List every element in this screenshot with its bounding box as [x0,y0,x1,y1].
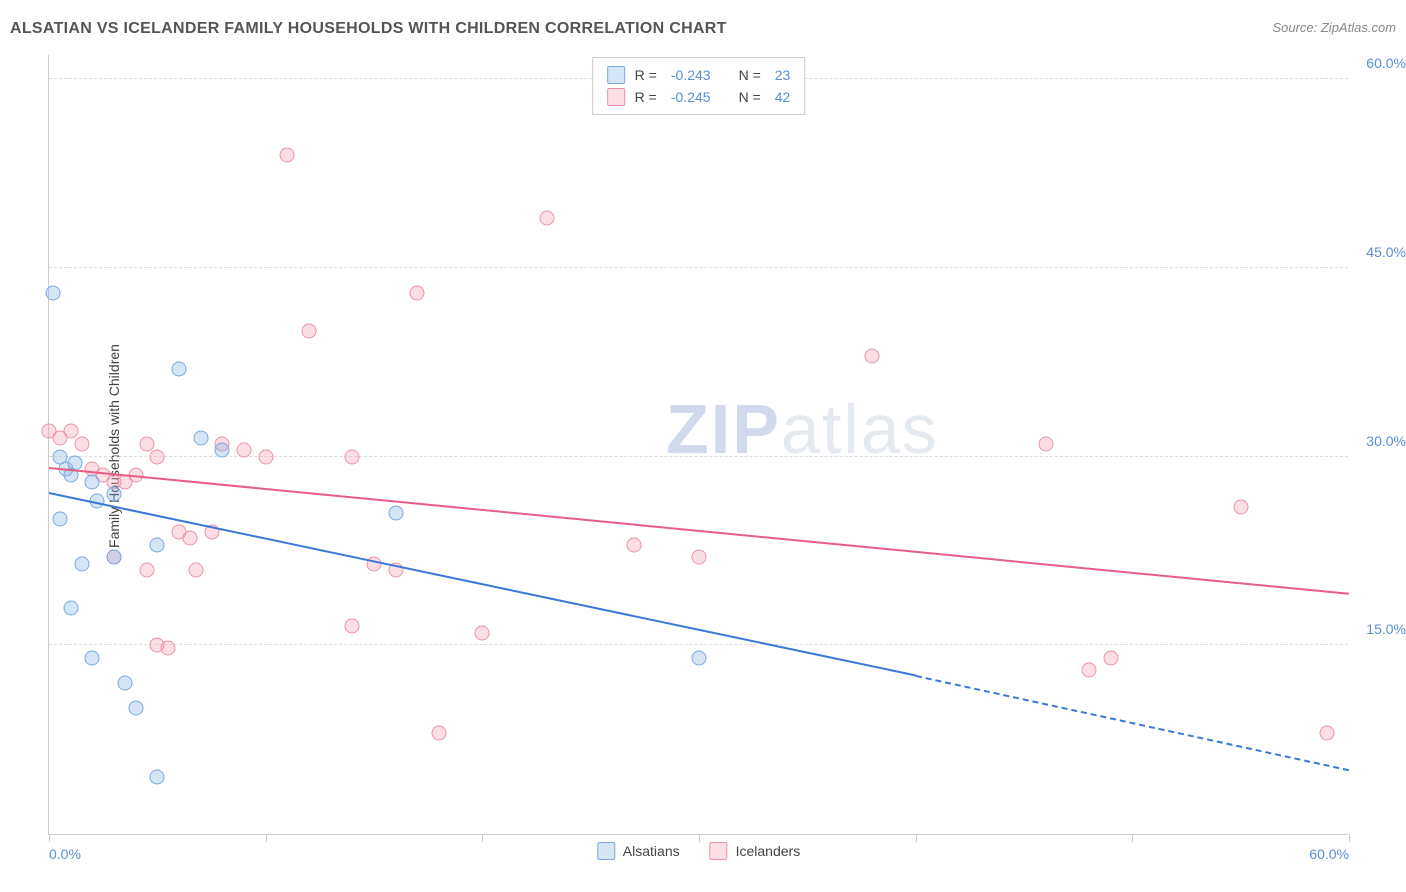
data-point-icelanders [1320,726,1335,741]
data-point-alsatians [52,512,67,527]
data-point-alsatians [128,701,143,716]
data-point-icelanders [302,323,317,338]
n-value-alsatians: 23 [775,67,791,83]
trend-line [49,492,916,676]
data-point-alsatians [117,676,132,691]
legend-item-icelanders: Icelanders [710,842,801,860]
x-tick [482,834,483,842]
swatch-icelanders [607,88,625,106]
scatter-chart: ZIPatlas R =-0.243 N =23 R =-0.245 N =42… [48,55,1348,835]
data-point-icelanders [150,449,165,464]
x-tick-label: 0.0% [49,846,81,862]
legend-row-icelanders: R =-0.245 N =42 [607,86,791,108]
swatch-alsatians [607,66,625,84]
data-point-alsatians [74,556,89,571]
data-point-alsatians [107,487,122,502]
data-point-icelanders [692,550,707,565]
y-tick-label: 45.0% [1366,244,1406,260]
legend-label-icelanders: Icelanders [736,843,801,859]
n-value-icelanders: 42 [775,89,791,105]
r-value-alsatians: -0.243 [671,67,711,83]
y-tick-label: 15.0% [1366,621,1406,637]
data-point-icelanders [63,424,78,439]
x-tick [266,834,267,842]
data-point-icelanders [1038,437,1053,452]
data-point-icelanders [237,443,252,458]
data-point-icelanders [475,625,490,640]
data-point-icelanders [627,537,642,552]
data-point-icelanders [865,348,880,363]
data-point-icelanders [139,562,154,577]
data-point-icelanders [182,531,197,546]
data-point-alsatians [63,600,78,615]
data-point-icelanders [1103,650,1118,665]
data-point-icelanders [139,437,154,452]
trend-line [49,467,1349,595]
legend-label-alsatians: Alsatians [623,843,680,859]
data-point-alsatians [388,506,403,521]
data-point-icelanders [280,147,295,162]
data-point-icelanders [432,726,447,741]
y-tick-label: 30.0% [1366,433,1406,449]
x-tick [49,834,50,842]
data-point-icelanders [410,286,425,301]
data-point-alsatians [150,770,165,785]
x-tick [916,834,917,842]
x-tick [1349,834,1350,842]
source-attribution: Source: ZipAtlas.com [1272,20,1396,35]
y-tick-label: 60.0% [1366,55,1406,71]
data-point-alsatians [85,650,100,665]
data-point-icelanders [74,437,89,452]
data-point-icelanders [189,562,204,577]
gridline [49,267,1348,268]
legend-row-alsatians: R =-0.243 N =23 [607,64,791,86]
x-tick [1132,834,1133,842]
data-point-icelanders [1082,663,1097,678]
data-point-icelanders [345,449,360,464]
correlation-legend: R =-0.243 N =23 R =-0.245 N =42 [592,57,806,115]
legend-item-alsatians: Alsatians [597,842,680,860]
data-point-alsatians [85,474,100,489]
data-point-icelanders [258,449,273,464]
data-point-icelanders [345,619,360,634]
data-point-alsatians [150,537,165,552]
trend-line [915,675,1349,771]
data-point-icelanders [1233,499,1248,514]
data-point-alsatians [215,443,230,458]
r-value-icelanders: -0.245 [671,89,711,105]
x-tick-label: 60.0% [1309,846,1349,862]
series-legend: Alsatians Icelanders [597,842,800,860]
data-point-alsatians [193,430,208,445]
gridline [49,644,1348,645]
data-point-alsatians [692,650,707,665]
data-point-alsatians [172,361,187,376]
swatch-icelanders [710,842,728,860]
data-point-alsatians [46,286,61,301]
data-point-alsatians [107,550,122,565]
data-point-icelanders [540,210,555,225]
chart-title: ALSATIAN VS ICELANDER FAMILY HOUSEHOLDS … [10,20,727,38]
data-point-icelanders [161,640,176,655]
swatch-alsatians [597,842,615,860]
x-tick [699,834,700,842]
watermark: ZIPatlas [666,389,939,469]
